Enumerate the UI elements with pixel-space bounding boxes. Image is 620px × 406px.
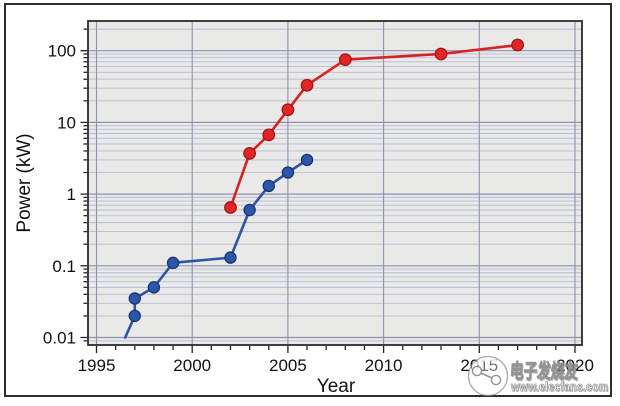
x-axis-title: Year xyxy=(317,376,356,397)
blue-power-series-data-point xyxy=(166,256,180,270)
y-axis-title: Power (kW) xyxy=(14,133,35,232)
x-tick-label: 2005 xyxy=(269,356,307,375)
x-tick-label: 2015 xyxy=(460,356,498,375)
red-power-series-data-point xyxy=(338,53,352,67)
blue-power-series-data-point xyxy=(262,179,275,193)
x-tick-label: 2010 xyxy=(365,356,403,375)
blue-power-series-line xyxy=(123,158,309,339)
red-power-series-data-point xyxy=(300,78,314,92)
blue-power-series-data-point xyxy=(281,166,295,179)
plot-frame xyxy=(87,20,583,346)
y-tick-label: 0.1 xyxy=(52,257,76,276)
blue-power-series-data-point xyxy=(147,281,161,294)
y-tick-label: 10 xyxy=(57,113,76,132)
blue-power-series-data-point xyxy=(243,203,256,217)
x-tick-label: 1995 xyxy=(78,356,116,375)
plot-area xyxy=(88,21,582,345)
red-power-series-data-point xyxy=(511,38,524,52)
x-tick-label: 2020 xyxy=(556,356,594,375)
x-tick-label: 2000 xyxy=(173,356,211,375)
red-power-series-data-point xyxy=(281,103,295,117)
image-border xyxy=(4,3,612,397)
red-power-series-data-point xyxy=(434,47,448,61)
y-tick-label: 100 xyxy=(48,42,76,61)
blue-power-series-data-point xyxy=(128,292,141,305)
y-tick-label: 1 xyxy=(67,185,76,204)
blue-power-series-data-point xyxy=(300,153,314,167)
blue-power-series-data-point xyxy=(128,309,141,323)
red-power-series-data-point xyxy=(224,201,237,214)
blue-power-series-data-point xyxy=(224,251,237,264)
y-tick-label: 0.01 xyxy=(43,328,76,347)
red-power-series-data-point xyxy=(262,128,276,142)
red-power-series-data-point xyxy=(243,146,257,160)
